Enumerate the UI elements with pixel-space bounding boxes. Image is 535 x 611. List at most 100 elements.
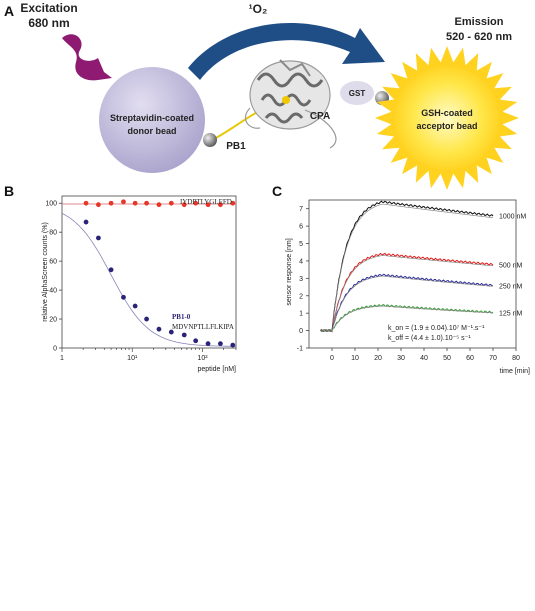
panel-b-series1-point: [181, 202, 187, 208]
panel-b-series2-point: [121, 294, 126, 300]
panel-c-x-tick-label: 50: [443, 355, 451, 362]
excitation-label: Excitation: [20, 1, 77, 15]
panel-b-series2-point: [83, 219, 89, 225]
panel-b-x-tick-label: 1: [60, 355, 64, 362]
panel-c-x-tick-label: 80: [512, 355, 520, 362]
panel-b-series1-point: [144, 200, 149, 206]
panel-c-series-line: [320, 200, 494, 333]
panel-b-letter: B: [4, 183, 14, 199]
panel-b-chart: B 0 20 40 60 80 100 1 10¹ 10² relative AlphaScre…: [4, 183, 237, 373]
panel-c-y-tick-label: 1: [299, 311, 303, 318]
panel-b-series2-point: [205, 341, 211, 347]
emission-label: Emission: [455, 16, 504, 28]
gst-tag: [340, 81, 374, 105]
donor-bead: [99, 67, 205, 173]
acceptor-bead-label-line1: GSH-coated: [421, 108, 473, 118]
panel-b-series1-point: [156, 202, 162, 208]
panel-c-fit-line: [320, 255, 494, 332]
panel-c-y-tick-label: 2: [299, 293, 303, 300]
pb1-sphere-icon: [203, 133, 217, 147]
panel-c-fit-line: [320, 275, 494, 332]
panel-c-series-line: [320, 252, 494, 333]
panel-c-x-tick-label: 60: [466, 355, 474, 362]
panel-b-series1-point: [96, 202, 101, 208]
panel-c-y-axis-label: sensor response [nm]: [286, 238, 293, 305]
panel-c-x-axis-label: time [min]: [500, 368, 530, 375]
singlet-oxygen-arrow-icon: [188, 23, 385, 80]
pb1-label: PB1: [226, 141, 246, 152]
panel-c-y-tick-label: 6: [299, 224, 303, 231]
panel-c-series-line: [320, 273, 494, 333]
panel-b-x-tick-label: 10²: [197, 355, 208, 362]
panel-b-y-axis-label: relative AlphaScreen counts (%): [42, 222, 49, 322]
panel-b-series2-point: [108, 267, 114, 273]
panel-c-fit-line: [320, 203, 494, 332]
panel-b-series2-point: [181, 332, 187, 338]
panel-b-y-tick-label: 0: [53, 346, 57, 353]
panel-c-letter: C: [272, 183, 282, 199]
panel-b-series2-point: [193, 338, 199, 344]
panel-c-x-tick-label: 0: [330, 355, 334, 362]
panel-c-x-tick-label: 40: [420, 355, 428, 362]
panel-b-series1-point: [132, 200, 138, 206]
panel-b-series2-point: [132, 303, 138, 309]
panel-c-x-tick-label: 10: [351, 355, 359, 362]
panel-b-pb1-0-label: PB1-0: [172, 313, 191, 321]
panel-b-series2-point: [96, 235, 101, 241]
panel-c-x-tick-label: 20: [374, 355, 382, 362]
panel-c-y-tick-label: 0: [299, 328, 303, 335]
donor-bead-label-line2: donor bead: [128, 126, 177, 136]
panel-c-y-tick-label: -1: [297, 346, 303, 353]
panel-b-series2-point: [218, 341, 223, 347]
acceptor-bead: [375, 46, 519, 190]
panel-c-series-label: 250 nM: [499, 283, 523, 290]
panel-b-y-tick-label: 60: [49, 259, 57, 266]
donor-bead-label-line1: Streptavidin-coated: [110, 113, 194, 123]
panel-b-y-tick-label: 80: [49, 230, 57, 237]
excitation-arrow-icon: [62, 34, 112, 81]
panel-b-series1-point: [230, 200, 236, 206]
panel-c-series-label: 500 nM: [499, 262, 523, 269]
panel-c-y-tick-label: 7: [299, 206, 303, 213]
panel-b-series2-point: [156, 326, 162, 332]
panel-b-series2-point: [230, 342, 236, 348]
panel-b-series1-point: [193, 200, 199, 206]
excitation-wavelength: 680 nm: [28, 16, 69, 30]
panel-b-y-tick-label: 20: [49, 317, 57, 324]
panel-b-y-tick-label: 100: [45, 201, 57, 208]
gst-label: GST: [349, 89, 366, 98]
panel-c-fit-line: [320, 305, 493, 332]
panel-b-series1-point: [205, 202, 211, 208]
panel-b-series1-point: [108, 200, 114, 206]
panel-b-series2-label: MDVNPTLLFLKIPA: [172, 323, 234, 331]
panel-b-y-tick-label: 40: [49, 288, 57, 295]
panel-b-plot-frame: [61, 195, 237, 349]
panel-c-koff-text: k_off = (4.4 ± 1.0).10⁻⁵ s⁻¹: [388, 335, 471, 342]
panel-c-series-label: 125 nM: [499, 310, 523, 317]
panel-c-x-tick-label: 30: [397, 355, 405, 362]
panel-a-letter: A: [4, 3, 14, 19]
panel-c-series-label: 1000 nM: [499, 214, 526, 221]
panel-b-series1-point: [218, 202, 223, 208]
panel-b-x-tick-label: 10¹: [127, 355, 138, 362]
panel-c-y-tick-label: 4: [299, 258, 303, 265]
acceptor-bead-label-line2: acceptor bead: [416, 121, 477, 131]
panel-c-y-tick-label: 5: [299, 241, 303, 248]
panel-c-plot-frame: [308, 199, 517, 349]
cpa-protein-structure-icon: [245, 59, 337, 149]
panel-b-x-axis-label: peptide [nM]: [197, 366, 236, 373]
emission-wavelength: 520 - 620 nm: [446, 31, 512, 43]
panel-c-kon-text: k_on = (1.9 ± 0.04).10⁷ M⁻¹.s⁻¹: [388, 325, 485, 332]
panel-b-series1-point: [83, 200, 89, 206]
panel-b-series1-point: [168, 200, 174, 206]
panel-b-series2-point: [144, 316, 149, 322]
panel-c-y-tick-label: 3: [299, 276, 303, 283]
panel-b-series1-point: [121, 199, 126, 205]
panel-b-series2-point: [168, 329, 174, 335]
panel-b-series1-label: IYDPTLYGLEFD: [180, 198, 232, 206]
cpa-label: CPA: [310, 111, 330, 122]
panel-a-schematic: A Excitation 680 nm ¹O₂ Streptavidin-coa…: [4, 1, 519, 190]
singlet-oxygen-label: ¹O₂: [249, 2, 268, 16]
